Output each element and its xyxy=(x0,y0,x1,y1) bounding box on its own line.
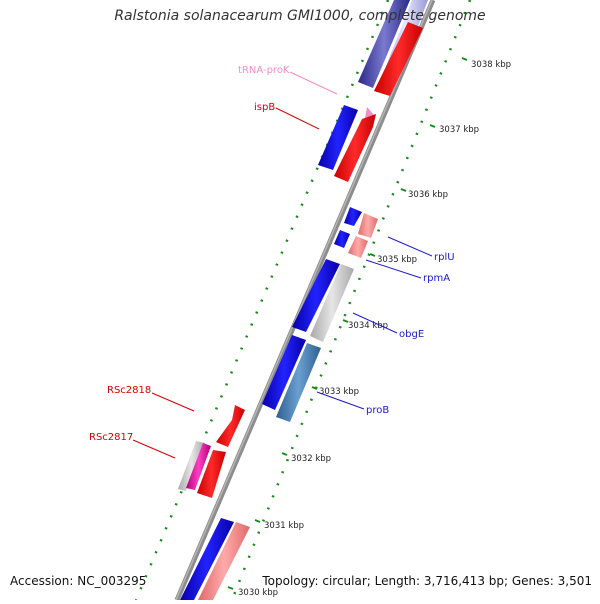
leader-rsc2818 xyxy=(151,392,195,412)
gene-feature[interactable] xyxy=(374,22,423,96)
gene-feature[interactable] xyxy=(262,335,306,410)
gene-feature[interactable] xyxy=(318,105,358,170)
kbp-tick xyxy=(429,124,436,128)
genome-backbone-highlight xyxy=(175,0,433,601)
gene-feature[interactable] xyxy=(216,405,245,447)
leader-ispb xyxy=(275,107,320,130)
gene-feature[interactable] xyxy=(348,236,368,258)
gene-label-obge[interactable]: obgE xyxy=(399,329,424,340)
kbp-label: 3031 kbp xyxy=(264,521,304,531)
kbp-tick xyxy=(227,586,234,590)
kbp-label: 3032 kbp xyxy=(291,454,331,464)
leader-trna-prok xyxy=(289,71,338,95)
gene-feature[interactable] xyxy=(310,264,354,342)
gene-features-reverse xyxy=(180,0,410,600)
label-leaders xyxy=(132,71,433,459)
gc-skew-track-inner xyxy=(134,0,390,601)
kbp-tick xyxy=(400,188,407,192)
leader-prob xyxy=(316,391,365,410)
gene-feature[interactable] xyxy=(334,230,350,248)
kbp-label: 3035 kbp xyxy=(377,255,417,265)
kbp-tick xyxy=(311,386,318,390)
kbp-label: 3034 kbp xyxy=(348,321,388,331)
gene-labels: tRNA-proK ispB rplU rpmA obgE proB RSc28… xyxy=(89,65,455,443)
kbp-label: 3037 kbp xyxy=(439,125,479,135)
map-title: Ralstonia solanacearum GMI1000, complete… xyxy=(114,8,486,24)
gene-feature[interactable] xyxy=(292,259,340,332)
gene-feature[interactable] xyxy=(358,0,410,88)
gene-label-trna-prok[interactable]: tRNA-proK xyxy=(238,65,290,76)
leader-rpma xyxy=(365,259,422,279)
accession-text: Accession: NC_003295 xyxy=(10,574,147,588)
kbp-label: 3030 kbp xyxy=(238,588,278,598)
gene-feature[interactable] xyxy=(198,522,250,600)
kbp-ticks xyxy=(227,57,468,590)
gene-feature[interactable] xyxy=(186,443,211,490)
gene-feature[interactable] xyxy=(334,114,376,182)
gene-feature[interactable] xyxy=(358,213,378,238)
gene-label-rpma[interactable]: rpmA xyxy=(423,273,450,284)
kbp-label: 3033 kbp xyxy=(319,387,359,397)
kbp-tick xyxy=(342,319,349,323)
gc-skew-track-outer xyxy=(230,0,472,601)
kbp-tick xyxy=(369,253,376,257)
kbp-tick xyxy=(461,57,468,61)
kbp-tick xyxy=(254,519,261,523)
gene-label-rsc2818[interactable]: RSc2818 xyxy=(107,385,151,396)
leader-rsc2817 xyxy=(132,439,176,459)
gene-label-rplu[interactable]: rplU xyxy=(434,252,455,263)
kbp-labels: 3038 kbp 3037 kbp 3036 kbp 3035 kbp 3034… xyxy=(238,60,511,598)
leader-obge xyxy=(352,312,398,334)
kbp-label: 3036 kbp xyxy=(408,190,448,200)
gene-label-prob[interactable]: proB xyxy=(366,405,389,416)
genome-summary-text: Topology: circular; Length: 3,716,413 bp… xyxy=(262,574,592,588)
gene-label-rsc2817[interactable]: RSc2817 xyxy=(89,432,133,443)
kbp-tick xyxy=(281,452,288,456)
gene-features-forward xyxy=(198,0,428,600)
gene-feature[interactable] xyxy=(178,441,205,491)
genome-backbone xyxy=(174,0,436,601)
kbp-label: 3038 kbp xyxy=(471,60,511,70)
gene-feature[interactable] xyxy=(365,107,374,118)
gene-cluster-rsc2818 xyxy=(178,405,245,498)
gene-feature[interactable] xyxy=(197,450,226,498)
gene-feature[interactable] xyxy=(276,343,321,422)
gene-feature[interactable] xyxy=(180,518,234,600)
leader-rplu xyxy=(387,236,433,257)
gene-label-ispb[interactable]: ispB xyxy=(254,102,275,113)
gene-feature[interactable] xyxy=(344,207,362,226)
